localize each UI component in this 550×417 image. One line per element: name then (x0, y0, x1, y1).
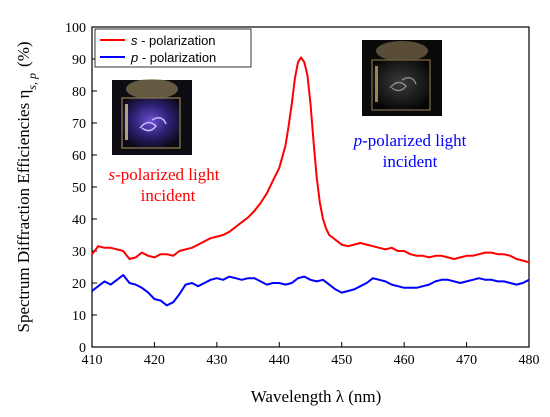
x-tick-label: 420 (144, 353, 165, 368)
series-layer (91, 56, 530, 307)
svg-text:incident: incident (383, 152, 438, 171)
x-tick-label: 480 (519, 353, 540, 368)
svg-text:s-polarized light: s-polarized light (109, 165, 220, 184)
x-tick-label: 460 (394, 353, 415, 368)
x-axis-label: Wavelength λ (nm) (251, 387, 382, 406)
y-tick-label: 30 (72, 245, 86, 260)
series-line-s-polarization (91, 56, 530, 264)
y-tick-label: 60 (72, 149, 86, 164)
legend-label-s: s - polarization (131, 33, 216, 48)
x-tick-label: 450 (331, 353, 352, 368)
inset-photo-s-polarized (112, 79, 192, 155)
y-tick-label: 50 (72, 181, 86, 196)
annotation-p-polarized: p-polarized light incident (353, 131, 467, 171)
inset-photo-p-polarized (362, 40, 442, 116)
y-tick-label: 40 (72, 213, 86, 228)
y-axis-label: Spectrum Diffraction Efficiencies ηs, p(… (14, 41, 39, 332)
legend-box (94, 28, 252, 68)
svg-text:incident: incident (141, 186, 196, 205)
x-tick-label: 410 (82, 353, 103, 368)
y-tick-label: 90 (72, 53, 86, 68)
series-line-p-polarization (91, 274, 530, 307)
x-axis: 410 420 430 440 450 460 470 480 (82, 342, 540, 368)
x-tick-label: 430 (206, 353, 227, 368)
y-tick-label: 100 (65, 21, 86, 36)
svg-text:p-polarized light: p-polarized light (353, 131, 467, 150)
legend-label-p: p - polarization (130, 50, 216, 65)
y-tick-label: 0 (79, 341, 86, 356)
x-tick-label: 440 (269, 353, 290, 368)
y-tick-label: 80 (72, 85, 86, 100)
y-tick-label: 10 (72, 309, 86, 324)
legend: s - polarization p - polarization (94, 28, 252, 68)
annotation-s-polarized: s-polarized light incident (109, 165, 220, 205)
y-tick-label: 70 (72, 117, 86, 132)
y-tick-label: 20 (72, 277, 86, 292)
x-tick-label: 470 (456, 353, 477, 368)
y-axis: 0 10 20 30 40 50 60 70 80 90 100 (65, 21, 97, 356)
